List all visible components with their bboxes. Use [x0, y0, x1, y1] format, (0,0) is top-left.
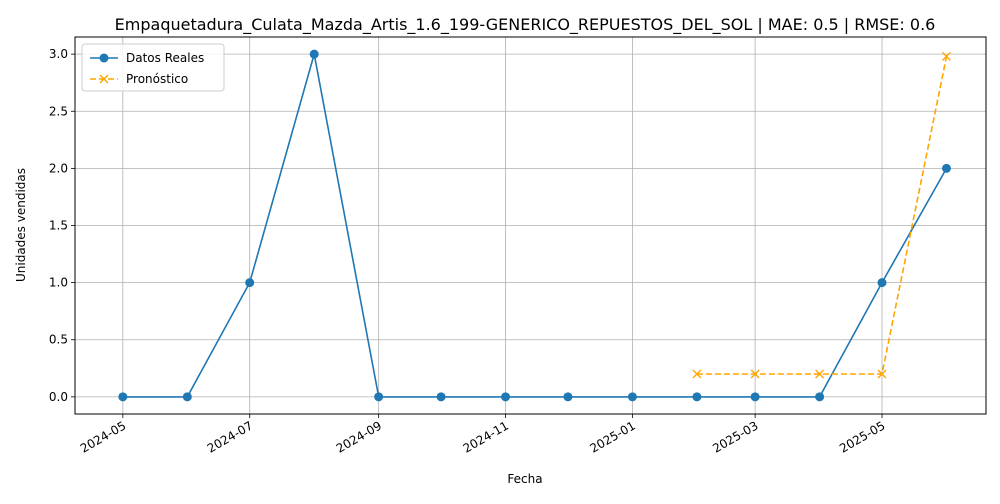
data-point [877, 369, 887, 379]
data-point [941, 51, 951, 61]
series-line [696, 56, 948, 375]
marker-stroke [815, 369, 825, 379]
legend-label: Datos Reales [126, 51, 204, 65]
data-point [436, 392, 446, 402]
data-point [245, 278, 255, 288]
y-tick-label: 1.0 [49, 276, 68, 290]
legend-marker [99, 53, 109, 63]
data-point [815, 369, 825, 379]
y-tick-label: 1.5 [49, 219, 68, 233]
x-tick-label: 2024-07 [205, 418, 255, 455]
data-point [118, 392, 128, 402]
data-point [501, 392, 511, 402]
data-point [941, 163, 951, 173]
series-0 [118, 49, 951, 402]
marker-stroke [99, 74, 109, 84]
data-point [815, 392, 825, 402]
data-point [750, 392, 760, 402]
marker-stroke [877, 369, 887, 379]
x-tick-label: 2024-05 [78, 418, 128, 455]
data-point [877, 278, 887, 288]
legend-marker [99, 74, 109, 84]
marker-stroke [941, 51, 951, 61]
series-line [122, 53, 948, 398]
series [118, 49, 951, 402]
x-axis-label: Fecha [507, 472, 542, 486]
y-tick-label: 3.0 [49, 47, 68, 61]
data-point [374, 392, 384, 402]
data-point [182, 392, 192, 402]
y-tick-label: 0.0 [49, 390, 68, 404]
axes: 0.0 0.5 1.0 1.5 2.0 2.5 3.0 2024-05 2024-07 2024-… [49, 47, 888, 456]
data-point [563, 392, 573, 402]
data-point [309, 49, 319, 59]
legend: Datos Reales Pronóstico [81, 43, 225, 92]
data-point [750, 369, 760, 379]
y-axis-label: Unidades vendidas [14, 168, 28, 282]
x-tick-label: 2025-05 [837, 418, 887, 455]
x-tick-label: 2024-09 [334, 418, 384, 455]
x-tick-label: 2024-11 [461, 418, 511, 455]
plot-frame [74, 36, 987, 415]
data-point [692, 369, 702, 379]
x-tick-label: 2025-01 [587, 418, 637, 455]
x-tick-label: 2025-03 [710, 418, 760, 455]
chart-title: Empaquetadura_Culata_Mazda_Artis_1.6_199… [115, 15, 936, 35]
grid [75, 37, 986, 414]
y-tick-label: 2.0 [49, 161, 68, 175]
data-point [627, 392, 637, 402]
series-1 [692, 51, 951, 379]
y-tick-label: 2.5 [49, 104, 68, 118]
marker-stroke [750, 369, 760, 379]
data-point [692, 392, 702, 402]
y-tick-label: 0.5 [49, 333, 68, 347]
marker-stroke [692, 369, 702, 379]
legend-label: Pronóstico [126, 72, 188, 86]
